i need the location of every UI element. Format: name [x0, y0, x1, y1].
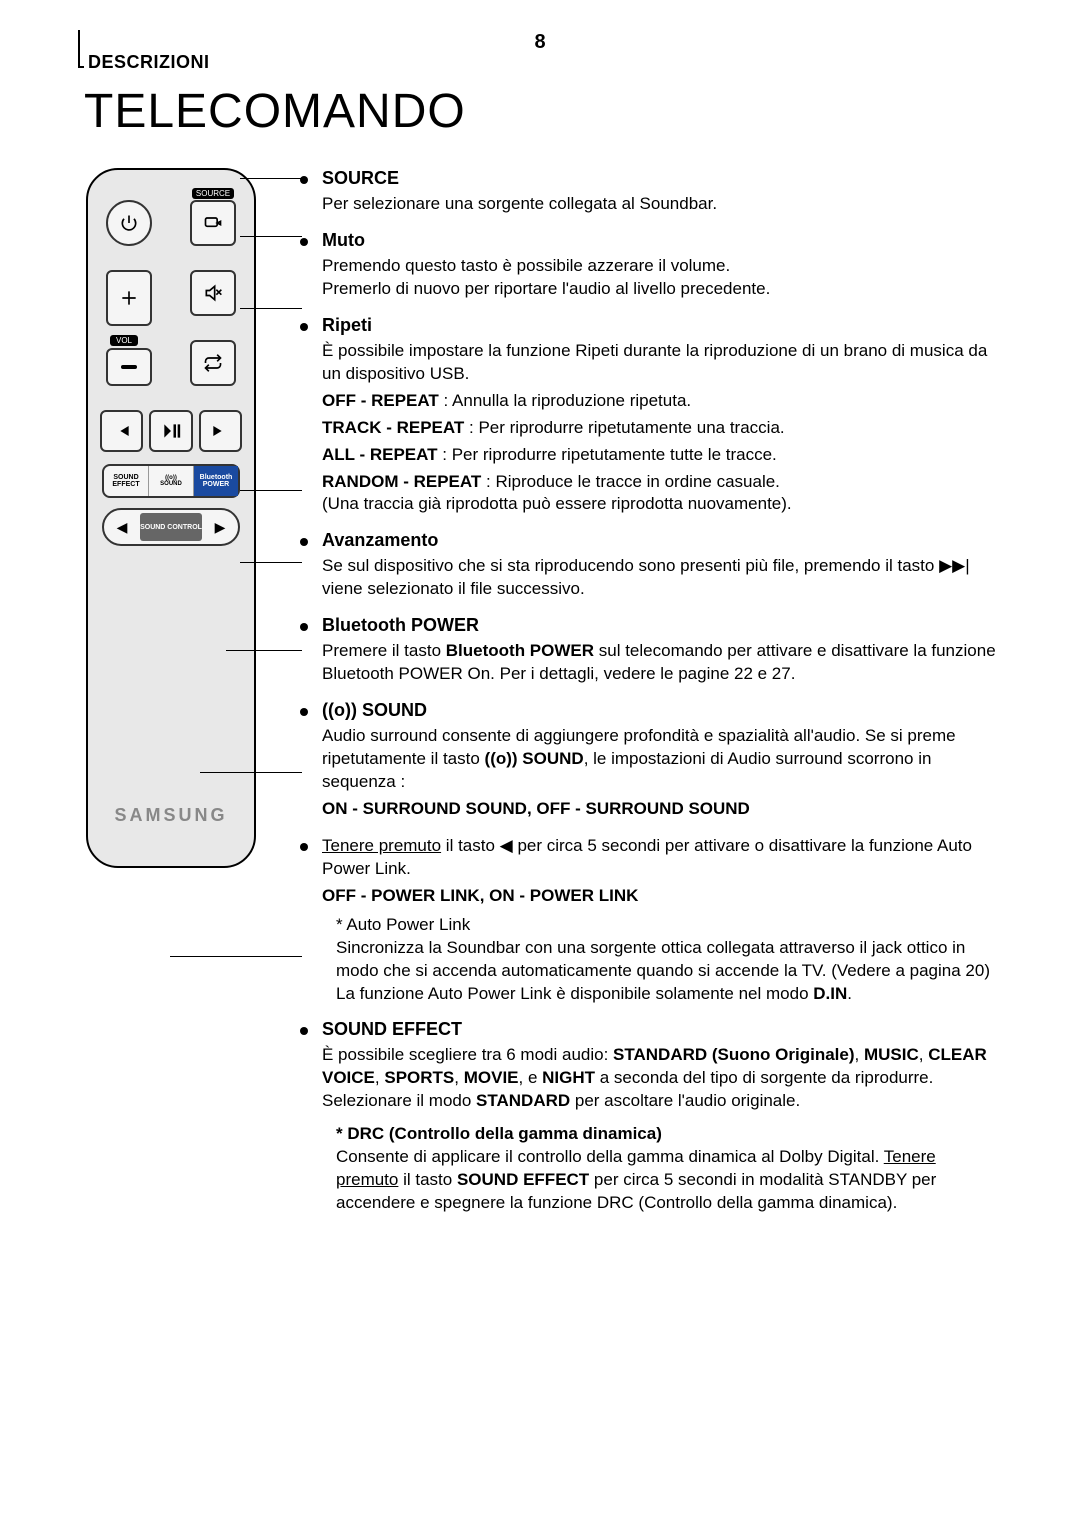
desc-heading: Bluetooth POWER: [322, 615, 1000, 636]
volume-up-button: [106, 270, 152, 326]
page-title: TELECOMANDO: [84, 84, 466, 139]
desc-body: Premere il tasto Bluetooth POWER sul tel…: [322, 640, 1000, 686]
power-icon: [119, 213, 139, 233]
description-item: Avanzamento Se sul dispositivo che si sta…: [310, 530, 1000, 601]
desc-extra: TRACK - REPEAT : Per riprodurre ripetuta…: [322, 417, 1000, 440]
power-button: [106, 200, 152, 246]
sound-label: ((o))SOUND: [149, 466, 194, 496]
desc-note: * Auto Power LinkSincronizza la Soundbar…: [336, 914, 1000, 1006]
play-pause-button: [149, 410, 192, 452]
desc-body: Se sul dispositivo che si sta riproducen…: [322, 555, 1000, 601]
bt-power-label: Bluetooth POWER: [194, 466, 238, 496]
description-item: Tenere premuto il tasto ◀ per circa 5 se…: [310, 835, 1000, 1006]
desc-post-bold: OFF - POWER LINK, ON - POWER LINK: [322, 885, 1000, 908]
leader-line: [240, 308, 302, 309]
right-arrow: ▶: [202, 510, 238, 544]
repeat-icon: [203, 353, 223, 373]
desc-body: È possibile impostare la funzione Ripeti…: [322, 340, 1000, 386]
source-icon: [203, 213, 223, 233]
desc-heading: ((o)) SOUND: [322, 700, 1000, 721]
source-label: SOURCE: [192, 188, 234, 199]
vol-label: VOL: [110, 335, 138, 346]
sound-control-label: SOUND CONTROL: [140, 513, 202, 541]
desc-heading: Muto: [322, 230, 1000, 251]
description-item: Ripeti È possibile impostare la funzione …: [310, 315, 1000, 517]
desc-body: Premendo questo tasto è possibile azzera…: [322, 255, 1000, 301]
leader-line: [226, 650, 302, 651]
control-row: ◀ SOUND CONTROL ▶: [102, 508, 240, 546]
leader-line: [200, 772, 302, 773]
play-row: [100, 410, 242, 452]
descriptions-column: SOURCE Per selezionare una sorgente colle…: [310, 168, 1000, 1229]
desc-sub-heading: * DRC (Controllo della gamma dinamica): [336, 1123, 1000, 1146]
leader-line: [240, 490, 302, 491]
desc-sub-body: Consente di applicare il controllo della…: [336, 1146, 1000, 1215]
prev-button: [100, 410, 143, 452]
desc-extra: RANDOM - REPEAT : Riproduce le tracce in…: [322, 471, 1000, 517]
play-pause-icon: [161, 421, 181, 441]
desc-heading: SOUND EFFECT: [322, 1019, 1000, 1040]
leader-line: [240, 236, 302, 237]
source-button: SOURCE: [190, 200, 236, 246]
next-icon: [210, 421, 230, 441]
desc-body: Per selezionare una sorgente collegata a…: [322, 193, 1000, 216]
desc-body: Audio surround consente di aggiungere pr…: [322, 725, 1000, 794]
leader-line: [170, 956, 302, 957]
next-button: [199, 410, 242, 452]
desc-post-bold: ON - SURROUND SOUND, OFF - SURROUND SOUN…: [322, 798, 1000, 821]
desc-extra: OFF - REPEAT : Annulla la riproduzione r…: [322, 390, 1000, 413]
repeat-button: [190, 340, 236, 386]
mute-icon: [203, 283, 223, 303]
desc-body: Tenere premuto il tasto ◀ per circa 5 se…: [322, 835, 1000, 881]
desc-heading: Ripeti: [322, 315, 1000, 336]
description-item: Muto Premendo questo tasto è possibile az…: [310, 230, 1000, 301]
description-item: SOURCE Per selezionare una sorgente colle…: [310, 168, 1000, 216]
plus-icon: [119, 288, 139, 308]
brand-label: SAMSUNG: [88, 805, 254, 826]
remote-illustration: ⁝ ⁝ SOURCE VOL: [86, 168, 256, 868]
description-item: Bluetooth POWER Premere il tasto Bluetoot…: [310, 615, 1000, 686]
volume-down-button: [106, 348, 152, 386]
prev-icon: [112, 421, 132, 441]
desc-heading: SOURCE: [322, 168, 1000, 189]
description-item: SOUND EFFECT È possibile scegliere tra 6 …: [310, 1019, 1000, 1215]
leader-line: [240, 562, 302, 563]
function-row: SOUND EFFECT ((o))SOUND Bluetooth POWER: [102, 464, 240, 498]
description-item: ((o)) SOUND Audio surround consente di ag…: [310, 700, 1000, 821]
minus-icon: [117, 361, 141, 373]
sound-effect-label: SOUND EFFECT: [104, 466, 149, 496]
page-number: 8: [0, 31, 1080, 54]
section-label: DESCRIZIONI: [88, 52, 210, 73]
desc-body: È possibile scegliere tra 6 modi audio: …: [322, 1044, 1000, 1113]
mute-button: [190, 270, 236, 316]
left-arrow: ◀: [104, 510, 140, 544]
desc-extra: ALL - REPEAT : Per riprodurre ripetutame…: [322, 444, 1000, 467]
desc-heading: Avanzamento: [322, 530, 1000, 551]
leader-line: [240, 178, 302, 179]
